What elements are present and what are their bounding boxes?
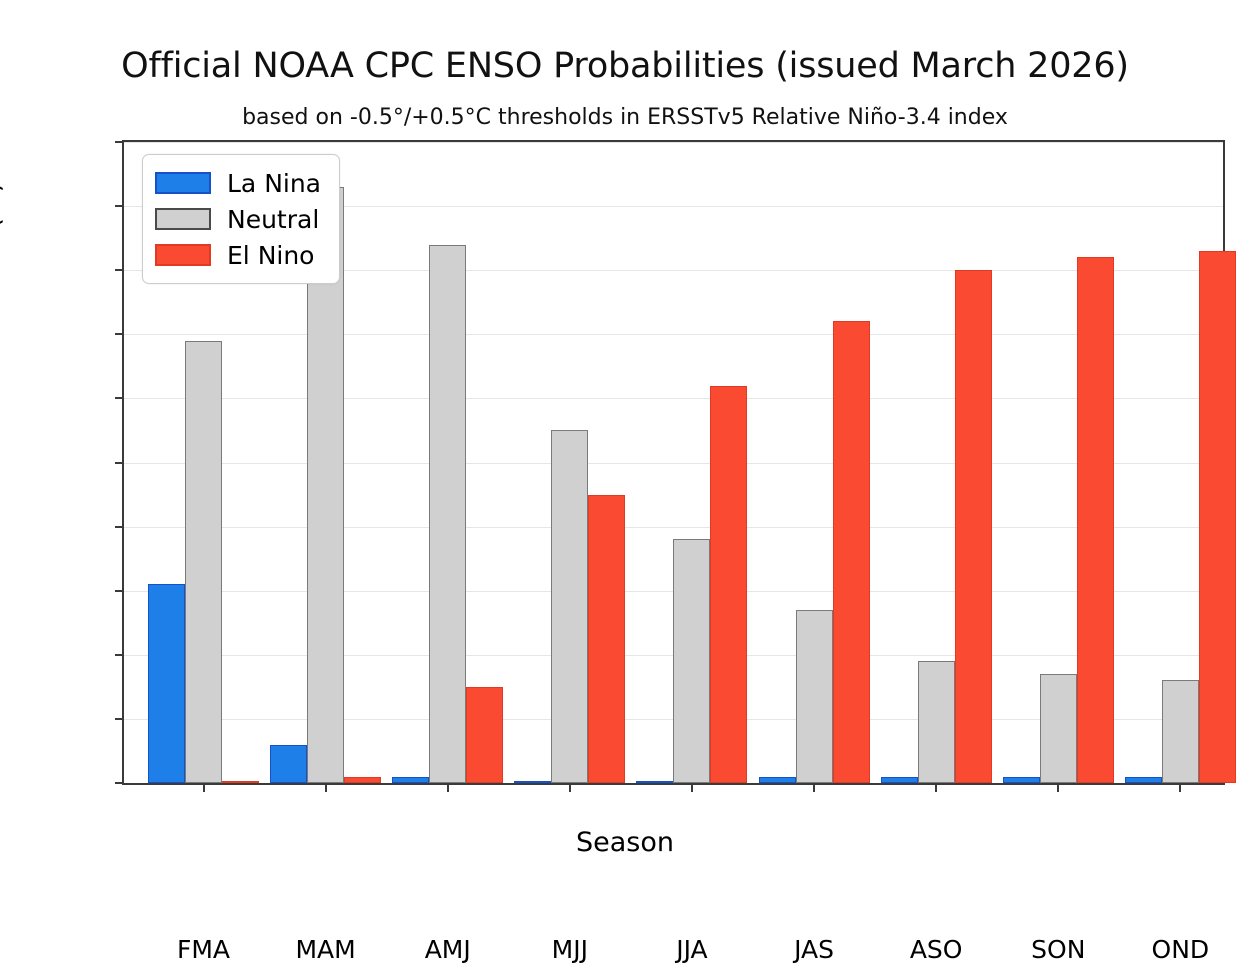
y-tick-mark <box>115 397 124 400</box>
legend-label: Neutral <box>227 204 320 234</box>
page-title: Official NOAA CPC ENSO Probabilities (is… <box>121 46 1129 86</box>
legend: La Nina Neutral El Nino <box>142 154 341 284</box>
x-tick-mark <box>813 783 816 792</box>
legend-swatch-icon <box>155 244 211 266</box>
bar-jja-la-nina <box>636 781 674 783</box>
bar-mjj-neutral <box>551 430 589 783</box>
bar-amj-neutral <box>429 244 467 783</box>
x-tick-mark <box>202 783 205 792</box>
y-tick-mark <box>115 461 124 464</box>
bar-jja-el-nino <box>710 385 748 783</box>
y-tick-mark <box>115 717 124 720</box>
x-tick-label-ond: OND <box>1151 935 1210 964</box>
bar-fma-neutral <box>185 340 222 783</box>
bar-fma-el-nino <box>222 781 259 783</box>
legend-item-el-nino[interactable]: El Nino <box>155 237 321 273</box>
bar-son-el-nino <box>1076 257 1114 783</box>
x-tick-mark <box>446 783 449 792</box>
bar-ond-la-nina <box>1124 776 1162 783</box>
bar-mjj-el-nino <box>588 494 626 783</box>
x-tick-mark <box>568 783 571 792</box>
bar-jas-neutral <box>795 609 833 783</box>
y-tick-mark <box>115 205 124 208</box>
x-tick-mark <box>324 783 327 792</box>
bar-jas-la-nina <box>758 776 796 783</box>
bar-aso-la-nina <box>880 776 918 783</box>
y-tick-mark <box>115 653 124 656</box>
bar-aso-neutral <box>917 661 955 783</box>
x-tick-mark <box>690 783 693 792</box>
gridline <box>124 398 1223 400</box>
y-tick-mark <box>115 269 124 272</box>
bar-mam-la-nina <box>270 744 308 783</box>
bar-ond-el-nino <box>1198 250 1236 783</box>
gridline <box>124 462 1223 464</box>
gridline <box>124 526 1223 528</box>
legend-item-la-nina[interactable]: La Nina <box>155 165 321 201</box>
legend-swatch-icon <box>155 172 211 194</box>
legend-item-neutral[interactable]: Neutral <box>155 201 321 237</box>
y-tick-mark <box>115 525 124 528</box>
legend-label: La Nina <box>227 168 322 198</box>
bar-son-neutral <box>1039 674 1077 783</box>
plot-area: 0102030405060708090100 FMAMAMAMJMJJJJAJA… <box>115 140 1236 964</box>
y-tick-mark <box>115 333 124 336</box>
y-axis-label: Percent Chance (%) <box>0 181 7 449</box>
y-tick-mark <box>115 141 124 143</box>
bar-son-la-nina <box>1002 776 1040 783</box>
bar-mam-neutral <box>307 186 345 783</box>
bar-mjj-la-nina <box>514 781 552 783</box>
bar-amj-la-nina <box>392 776 430 783</box>
enso-probability-chart-figure: Official NOAA CPC ENSO Probabilities (is… <box>0 46 1236 964</box>
bar-mam-el-nino <box>344 776 382 783</box>
gridline <box>124 334 1223 336</box>
x-tick-mark <box>935 783 938 792</box>
y-tick-mark <box>115 589 124 592</box>
legend-swatch-icon <box>155 208 211 230</box>
bar-jja-neutral <box>673 539 711 783</box>
bar-aso-el-nino <box>954 270 992 783</box>
gridline <box>124 142 1223 143</box>
legend-label: El Nino <box>227 240 315 270</box>
bar-fma-la-nina <box>148 584 185 783</box>
bar-jas-el-nino <box>832 321 870 783</box>
x-axis-label: Season <box>576 827 674 858</box>
x-tick-mark <box>1179 783 1182 792</box>
chart-subtitle: based on -0.5°/+0.5°C thresholds in ERSS… <box>242 105 1008 130</box>
bar-amj-el-nino <box>466 686 504 783</box>
y-tick-mark <box>115 782 124 784</box>
bar-ond-neutral <box>1161 680 1199 783</box>
x-tick-mark <box>1057 783 1060 792</box>
